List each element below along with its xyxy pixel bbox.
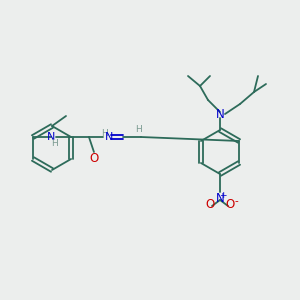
Text: N: N <box>216 191 224 205</box>
Text: H: H <box>136 124 142 134</box>
Text: O: O <box>206 197 214 211</box>
Text: O: O <box>225 197 235 211</box>
Text: -: - <box>234 196 238 206</box>
Text: O: O <box>89 152 99 164</box>
Text: H: H <box>102 130 108 139</box>
Text: N: N <box>105 132 113 142</box>
Text: N: N <box>216 107 224 121</box>
Text: +: + <box>219 190 227 200</box>
Text: H: H <box>52 139 58 148</box>
Text: N: N <box>47 132 55 142</box>
